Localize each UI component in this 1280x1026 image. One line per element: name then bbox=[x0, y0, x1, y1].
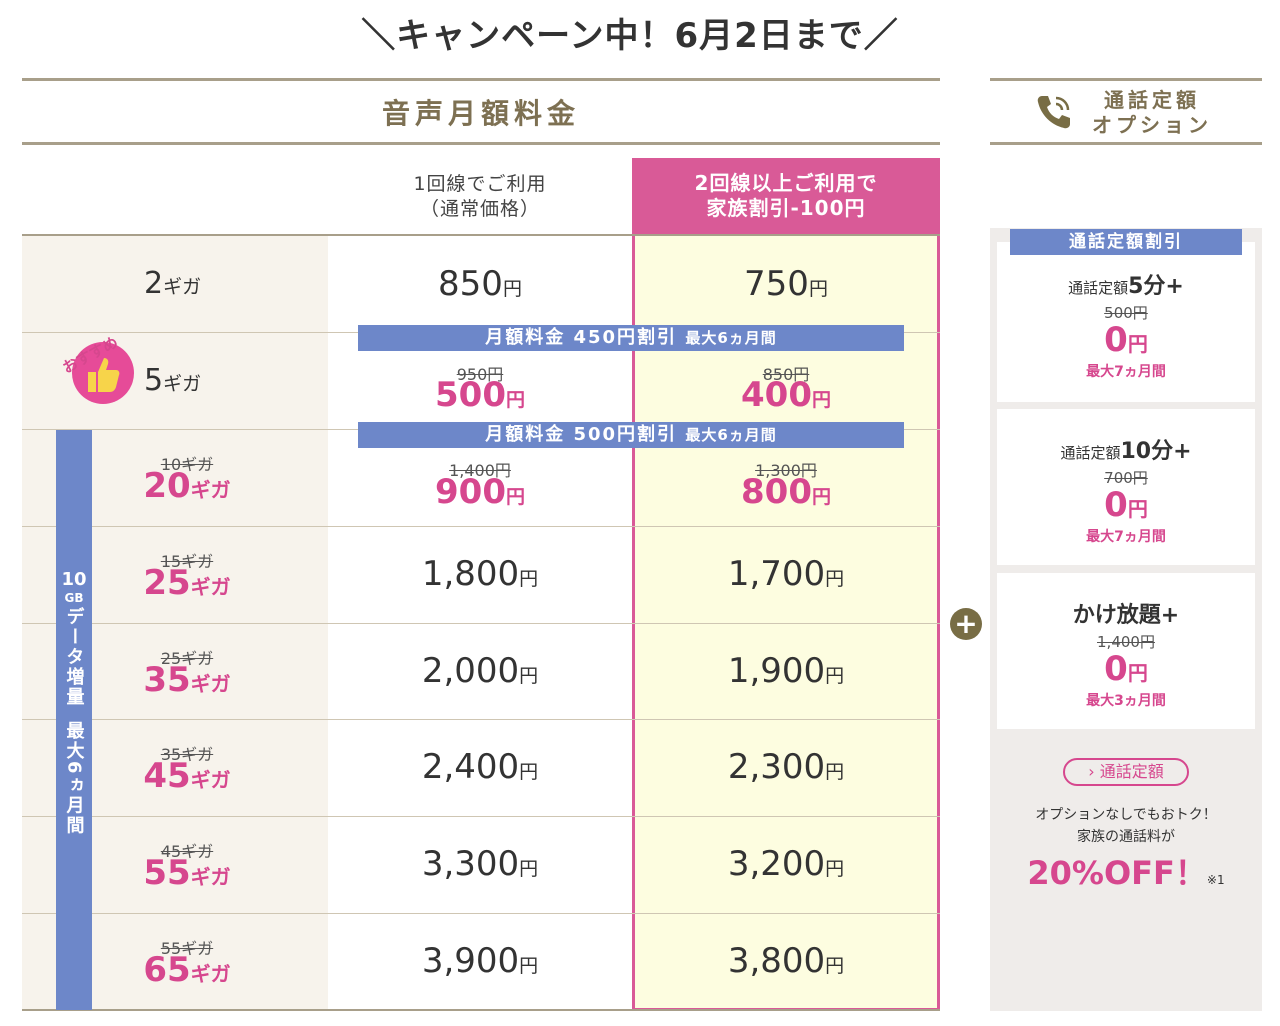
family-call-note: オプションなしでもおトク！ 家族の通話料が 20%OFF！※1 bbox=[990, 804, 1262, 894]
card-10min-price: 0円 bbox=[1104, 485, 1148, 525]
price-family-35gb: 1,900円 bbox=[727, 651, 845, 691]
call-option-title-2: オプション bbox=[1092, 113, 1212, 137]
card-5min-period: 最大7ヵ月間 bbox=[1086, 364, 1166, 380]
old-price-single-5gb: 950円 bbox=[456, 365, 504, 384]
note-footnote-mark: ※1 bbox=[1206, 873, 1225, 887]
single-line-header-1: 1回線でご利用 bbox=[413, 173, 547, 195]
call-option-link-label: 通話定額 bbox=[1099, 762, 1164, 781]
price-family-45gb: 2,300円 bbox=[727, 747, 845, 787]
price-single-45gb: 2,400円 bbox=[421, 747, 539, 787]
recommend-badge bbox=[72, 342, 134, 404]
card-unlimited-old-price: 1,400円 bbox=[1097, 633, 1155, 651]
discount-banner-500: 月額料金 500円割引 最大6ヵ月間 bbox=[358, 422, 904, 448]
price-family-65gb: 3,800円 bbox=[727, 941, 845, 981]
table-bottom-line bbox=[22, 1009, 940, 1011]
old-size-20gb: 10ギガ bbox=[160, 455, 214, 474]
note-line2: 家族の通話料が bbox=[1077, 829, 1175, 845]
plan-size-45gb: 45ギガ bbox=[143, 756, 231, 796]
old-size-25gb: 15ギガ bbox=[160, 552, 214, 571]
plan-size-55gb: 55ギガ bbox=[143, 853, 231, 893]
price-family-25gb: 1,700円 bbox=[727, 554, 845, 594]
card-5min-old-price: 500円 bbox=[1104, 304, 1148, 322]
price-single-35gb: 2,000円 bbox=[421, 651, 539, 691]
divider bbox=[22, 142, 940, 145]
plan-size-35gb: 35ギガ bbox=[143, 660, 231, 700]
call-option-title-1: 通話定額 bbox=[1104, 88, 1200, 112]
price-family-55gb: 3,200円 bbox=[727, 844, 845, 884]
divider bbox=[22, 78, 940, 81]
data-increase-label: データ増量 bbox=[63, 607, 85, 707]
family-header-1: 2回線以上ご利用で bbox=[694, 171, 878, 195]
phone-icon bbox=[1034, 92, 1074, 132]
note-discount: 20%OFF！ bbox=[1027, 854, 1207, 892]
note-line1: オプションなしでもおトク！ bbox=[1035, 807, 1217, 823]
divider bbox=[990, 142, 1262, 145]
plan-size-25gb: 25ギガ bbox=[143, 563, 231, 603]
plan-size-20gb: 20ギガ bbox=[143, 466, 231, 506]
table-top-line bbox=[22, 234, 940, 236]
card-10min: 通話定額10分+ 700円 0円 最大7ヵ月間 bbox=[997, 409, 1255, 565]
campaign-title: ＼キャンペーン中！6月2日まで／ bbox=[361, 16, 899, 56]
card-10min-old-price: 700円 bbox=[1104, 469, 1148, 487]
old-size-55gb: 45ギガ bbox=[160, 842, 214, 861]
call-option-link[interactable]: › 通話定額 bbox=[1063, 758, 1189, 786]
price-family-5gb: 400円 bbox=[741, 375, 831, 415]
single-line-header-2: （通常価格） bbox=[419, 198, 540, 220]
data-increase-bar: 10 GB データ増量 最大6ヵ月間 bbox=[56, 430, 92, 1010]
data-increase-unit: GB bbox=[64, 591, 84, 605]
plan-size-65gb: 65ギガ bbox=[143, 950, 231, 990]
price-single-55gb: 3,300円 bbox=[421, 844, 539, 884]
card-unlimited: かけ放題+ 1,400円 0円 最大3ヵ月間 bbox=[997, 573, 1255, 729]
price-single-20gb: 900円 bbox=[435, 472, 525, 512]
plan-size-2gb: 2ギガ bbox=[144, 266, 202, 301]
card-5min: 通話定額5分+ 500円 0円 最大7ヵ月間 bbox=[997, 242, 1255, 402]
card-unlimited-price: 0円 bbox=[1104, 649, 1148, 689]
plan-size-5gb: 5ギガ bbox=[144, 363, 202, 398]
price-family-20gb: 800円 bbox=[741, 472, 831, 512]
old-size-65gb: 55ギガ bbox=[160, 939, 214, 958]
data-increase-num: 10 bbox=[61, 569, 87, 590]
price-single-65gb: 3,900円 bbox=[421, 941, 539, 981]
old-price-family-5gb: 850円 bbox=[762, 365, 810, 384]
divider bbox=[990, 78, 1262, 81]
old-price-single-20gb: 1,400円 bbox=[449, 461, 511, 480]
plus-icon: + bbox=[950, 608, 982, 640]
chevron-right-icon: › bbox=[1088, 762, 1095, 781]
price-family-2gb: 750円 bbox=[744, 264, 828, 304]
family-discount-header: 2回線以上ご利用で 家族割引-100円 bbox=[632, 158, 940, 234]
old-size-35gb: 25ギガ bbox=[160, 649, 214, 668]
card-unlimited-period: 最大3ヵ月間 bbox=[1086, 693, 1166, 709]
price-single-5gb: 500円 bbox=[435, 375, 525, 415]
family-header-2: 家族割引-100円 bbox=[706, 196, 866, 220]
price-single-2gb: 850円 bbox=[438, 264, 522, 304]
price-single-25gb: 1,800円 bbox=[421, 554, 539, 594]
data-increase-period: 最大6ヵ月間 bbox=[63, 721, 85, 836]
discount-banner-450: 月額料金 450円割引 最大6ヵ月間 bbox=[358, 325, 904, 351]
single-line-header: 1回線でご利用 （通常価格） bbox=[330, 172, 630, 222]
card-5min-price: 0円 bbox=[1104, 320, 1148, 360]
call-discount-tag: 通話定額割引 bbox=[1010, 229, 1242, 255]
voice-section-title: 音声月額料金 bbox=[381, 97, 580, 130]
old-price-family-20gb: 1,300円 bbox=[755, 461, 817, 480]
card-10min-period: 最大7ヵ月間 bbox=[1086, 529, 1166, 545]
old-size-45gb: 35ギガ bbox=[160, 745, 214, 764]
thumbs-up-icon bbox=[88, 358, 120, 392]
